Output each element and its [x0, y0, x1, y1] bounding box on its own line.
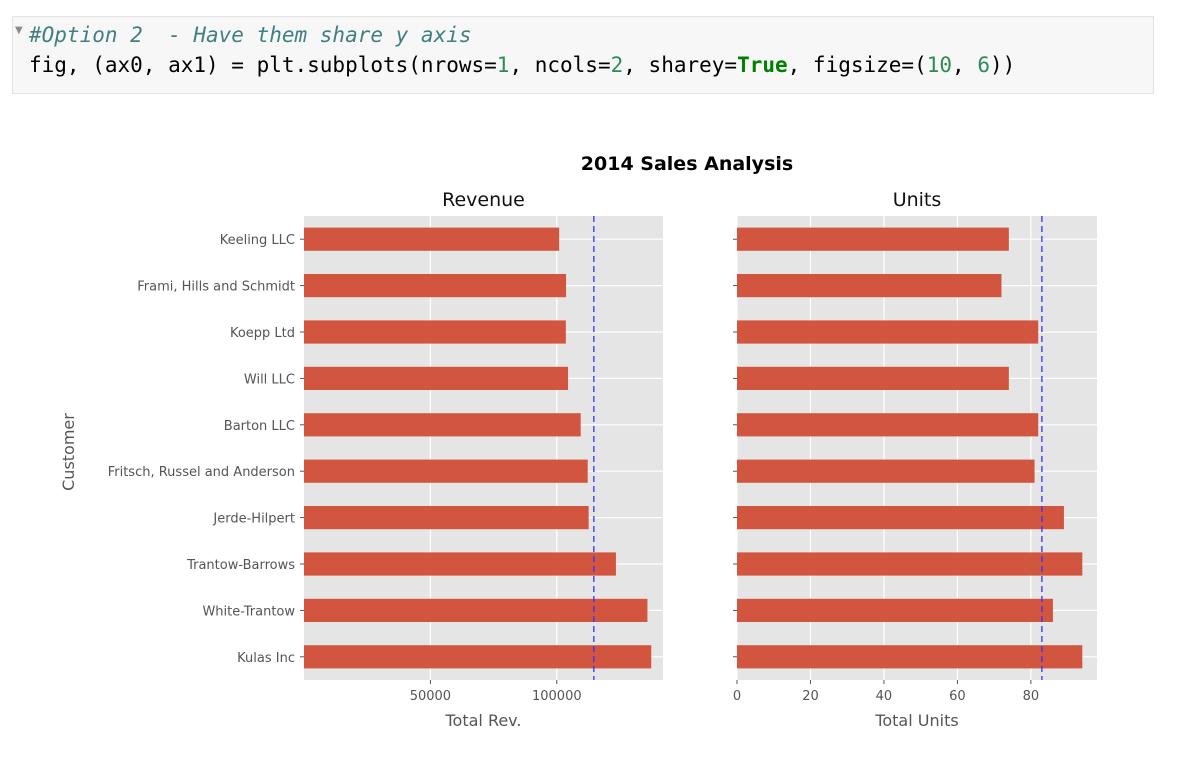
- code-token: )): [989, 53, 1016, 77]
- x-tick-label: 60: [949, 689, 966, 704]
- bar: [737, 506, 1064, 530]
- y-tick-label: Koepp Ltd: [230, 326, 295, 341]
- x-tick-label: 100000: [532, 689, 582, 704]
- code-token: ,: [952, 53, 978, 77]
- y-tick-label: Barton LLC: [224, 419, 295, 434]
- x-tick-label: 80: [1023, 689, 1040, 704]
- bar: [737, 413, 1039, 437]
- code-token: , sharey=: [623, 53, 738, 77]
- bar: [304, 506, 589, 530]
- x-axis-title: Total Units: [874, 711, 958, 730]
- code-token: , ncols=: [509, 53, 611, 77]
- code-token: , figsize=(: [787, 53, 927, 77]
- code-number: 1: [496, 53, 510, 77]
- y-tick-label: Trantow-Barrows: [186, 558, 295, 573]
- bar: [737, 366, 1009, 390]
- bar: [737, 598, 1053, 622]
- code-comment-line: #Option 2 - Have them share y axis: [29, 23, 472, 47]
- bar: [737, 552, 1083, 576]
- code-comment: #Option 2 - Have them share y axis: [29, 23, 472, 47]
- bar: [304, 274, 567, 298]
- collapse-arrow-icon[interactable]: ▼: [15, 25, 23, 36]
- bar: [304, 598, 648, 622]
- x-tick-label: 0: [733, 689, 741, 704]
- code-token: fig, (ax0, ax1) = plt.subplots(nrows=: [29, 53, 497, 77]
- code-number: 6: [977, 53, 990, 77]
- bar: [737, 645, 1083, 669]
- code-number: 2: [610, 53, 624, 77]
- bar: [304, 320, 566, 344]
- bar: [304, 459, 588, 483]
- code-cell[interactable]: ▼ #Option 2 - Have them share y axis fig…: [12, 16, 1154, 94]
- bar: [737, 227, 1009, 251]
- code-keyword: True: [737, 53, 788, 77]
- y-tick-label: Fritsch, Russel and Anderson: [108, 465, 295, 480]
- y-tick-label: Keeling LLC: [220, 233, 295, 248]
- x-tick-label: 50000: [410, 689, 451, 704]
- bar: [737, 459, 1035, 483]
- bar: [304, 645, 652, 669]
- code-number: 10: [926, 53, 953, 77]
- y-tick-label: Jerde-Hilpert: [212, 512, 295, 527]
- subplot-title: Units: [893, 189, 942, 211]
- y-tick-label: Will LLC: [244, 372, 295, 387]
- y-axis-title: Customer: [59, 413, 78, 491]
- chart-title: 2014 Sales Analysis: [581, 153, 793, 175]
- y-tick-label: Frami, Hills and Schmidt: [137, 280, 295, 295]
- x-axis-title: Total Rev.: [444, 711, 521, 730]
- y-tick-label: Kulas Inc: [237, 651, 295, 666]
- y-tick-label: White-Trantow: [202, 604, 295, 619]
- subplot-panels: 50000 100000 Revenue Total Rev. 0 20 40 60 80 Uni…: [108, 189, 1097, 730]
- bar: [737, 274, 1002, 298]
- subplot-title: Revenue: [442, 189, 525, 211]
- bar: [304, 552, 616, 576]
- bar: [304, 366, 569, 390]
- x-tick-label: 40: [876, 689, 893, 704]
- bar: [304, 413, 581, 437]
- bar: [737, 320, 1039, 344]
- bar: [304, 227, 560, 251]
- x-tick-label: 20: [802, 689, 819, 704]
- code-statement-line: fig, (ax0, ax1) = plt.subplots(nrows=1, …: [29, 53, 1015, 77]
